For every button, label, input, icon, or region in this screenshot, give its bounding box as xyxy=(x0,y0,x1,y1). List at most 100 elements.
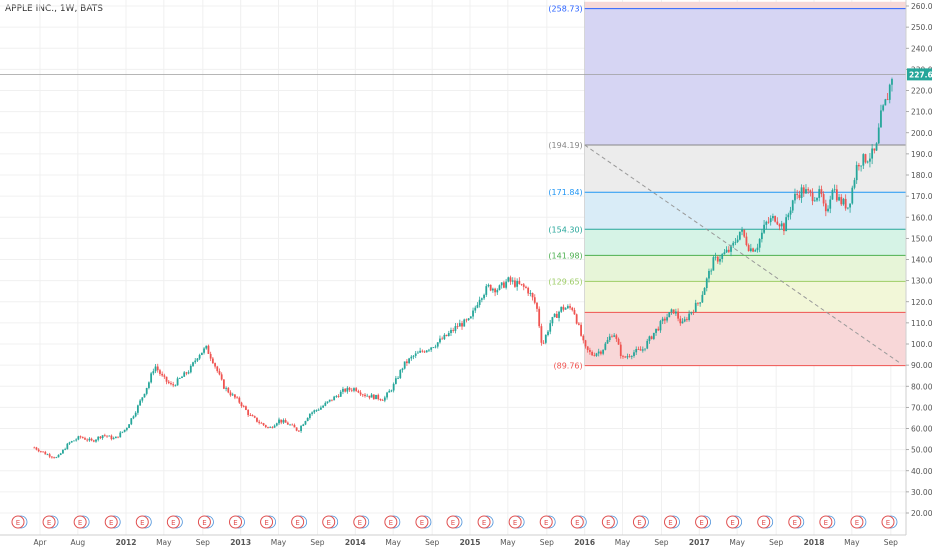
candle-body xyxy=(428,349,430,351)
earnings-icon[interactable]: E xyxy=(135,515,152,529)
earnings-icon[interactable]: E xyxy=(42,515,59,529)
fib-level-label: (171.84) xyxy=(548,188,582,197)
earnings-icon[interactable]: E xyxy=(260,515,276,529)
candle-body xyxy=(785,217,788,232)
earnings-icon[interactable]: E xyxy=(477,515,494,529)
earnings-icon[interactable]: E xyxy=(632,515,649,529)
candle-body xyxy=(37,449,40,452)
candle-body xyxy=(844,198,847,209)
earnings-icon[interactable]: E xyxy=(726,515,743,529)
earnings-icon[interactable]: E xyxy=(291,515,308,529)
candle-body xyxy=(686,319,688,321)
candle-body xyxy=(408,358,410,364)
candle-body xyxy=(77,436,80,440)
candle-body xyxy=(132,416,135,419)
candle-body xyxy=(829,199,832,209)
earnings-circle xyxy=(197,515,211,529)
candle-body xyxy=(203,348,205,353)
candle-body xyxy=(306,417,309,422)
earnings-icon[interactable]: E xyxy=(73,515,90,529)
candle-body xyxy=(339,391,342,397)
x-tick-label: 2018 xyxy=(804,538,825,547)
candle-body xyxy=(873,148,876,151)
candle-body xyxy=(822,194,825,204)
candle-body xyxy=(582,335,585,341)
earnings-icon[interactable]: E xyxy=(166,515,183,529)
fib-band xyxy=(584,229,906,256)
earnings-icon[interactable]: E xyxy=(881,515,898,529)
x-tick-label: May xyxy=(615,538,631,547)
fibonacci-retracement[interactable]: (258.73) (194.19) (171.84) (154.30) (141.98)… xyxy=(548,1,906,371)
candle-body xyxy=(361,394,364,396)
earnings-circle xyxy=(664,515,677,529)
candle-body xyxy=(214,363,216,367)
candle-body xyxy=(749,248,752,252)
candle-body xyxy=(346,387,349,392)
candle-body xyxy=(569,306,571,308)
fib-level-label: (141.98) xyxy=(548,251,582,260)
earnings-icon[interactable]: E xyxy=(757,515,774,529)
earnings-icon[interactable]: E xyxy=(197,515,214,529)
candle-body xyxy=(187,372,190,374)
y-tick-label: 250.00 xyxy=(911,23,932,32)
earnings-label: E xyxy=(264,519,268,527)
candle-body xyxy=(108,435,111,437)
earnings-icon[interactable]: E xyxy=(353,515,370,529)
candle-body xyxy=(547,331,549,335)
earnings-label: E xyxy=(855,519,859,527)
earnings-label: E xyxy=(47,519,51,527)
trend-line[interactable] xyxy=(584,144,901,364)
candle-body xyxy=(835,189,838,201)
earnings-icon[interactable]: E xyxy=(664,515,680,529)
x-tick-label: May xyxy=(729,538,745,547)
candle-body xyxy=(97,436,100,440)
candle-body xyxy=(280,419,283,423)
candle-body xyxy=(139,400,142,406)
x-tick-label: Sep xyxy=(769,538,783,547)
candle-body xyxy=(70,441,73,443)
candle-body xyxy=(154,366,157,372)
candle-body xyxy=(304,421,307,425)
candle-body xyxy=(337,396,340,397)
earnings-icon[interactable]: E xyxy=(508,515,525,529)
earnings-icon[interactable]: E xyxy=(446,515,463,529)
x-tick-label: 2013 xyxy=(230,538,251,547)
candle-body xyxy=(326,401,329,403)
candle-body xyxy=(798,194,801,198)
earnings-icon[interactable]: E xyxy=(384,515,401,529)
candle-body xyxy=(730,245,732,252)
earnings-icon[interactable]: E xyxy=(11,515,28,529)
candle-body xyxy=(430,347,433,350)
candle-body xyxy=(196,358,199,361)
earnings-icon[interactable]: E xyxy=(819,515,836,529)
earnings-icon[interactable]: E xyxy=(601,515,618,529)
earnings-icon[interactable]: E xyxy=(415,515,432,529)
earnings-icon[interactable]: E xyxy=(570,515,587,529)
candle-body xyxy=(864,154,867,163)
candle-body xyxy=(207,345,210,354)
earnings-icon[interactable]: E xyxy=(322,515,339,529)
earnings-icon[interactable]: E xyxy=(229,515,245,529)
candle-body xyxy=(827,208,829,212)
candle-body xyxy=(716,256,719,262)
candle-body xyxy=(816,197,818,201)
earnings-icon[interactable]: E xyxy=(850,515,867,529)
candle-body xyxy=(725,249,728,253)
x-tick-label: 2012 xyxy=(116,538,137,547)
candle-body xyxy=(324,402,327,406)
candle-body xyxy=(123,429,126,432)
candle-body xyxy=(756,247,759,251)
earnings-icon[interactable]: E xyxy=(695,515,711,529)
fib-level-label: (258.73) xyxy=(548,5,582,14)
earnings-icon[interactable]: E xyxy=(788,515,805,529)
earnings-icon[interactable]: E xyxy=(104,515,121,529)
earnings-label: E xyxy=(793,519,797,527)
candle-body xyxy=(249,415,252,416)
y-tick-label: 240.00 xyxy=(911,44,932,53)
candle-body xyxy=(767,221,770,223)
candle-body xyxy=(721,254,724,259)
earnings-icon[interactable]: E xyxy=(539,515,556,529)
candle-body xyxy=(480,298,483,300)
